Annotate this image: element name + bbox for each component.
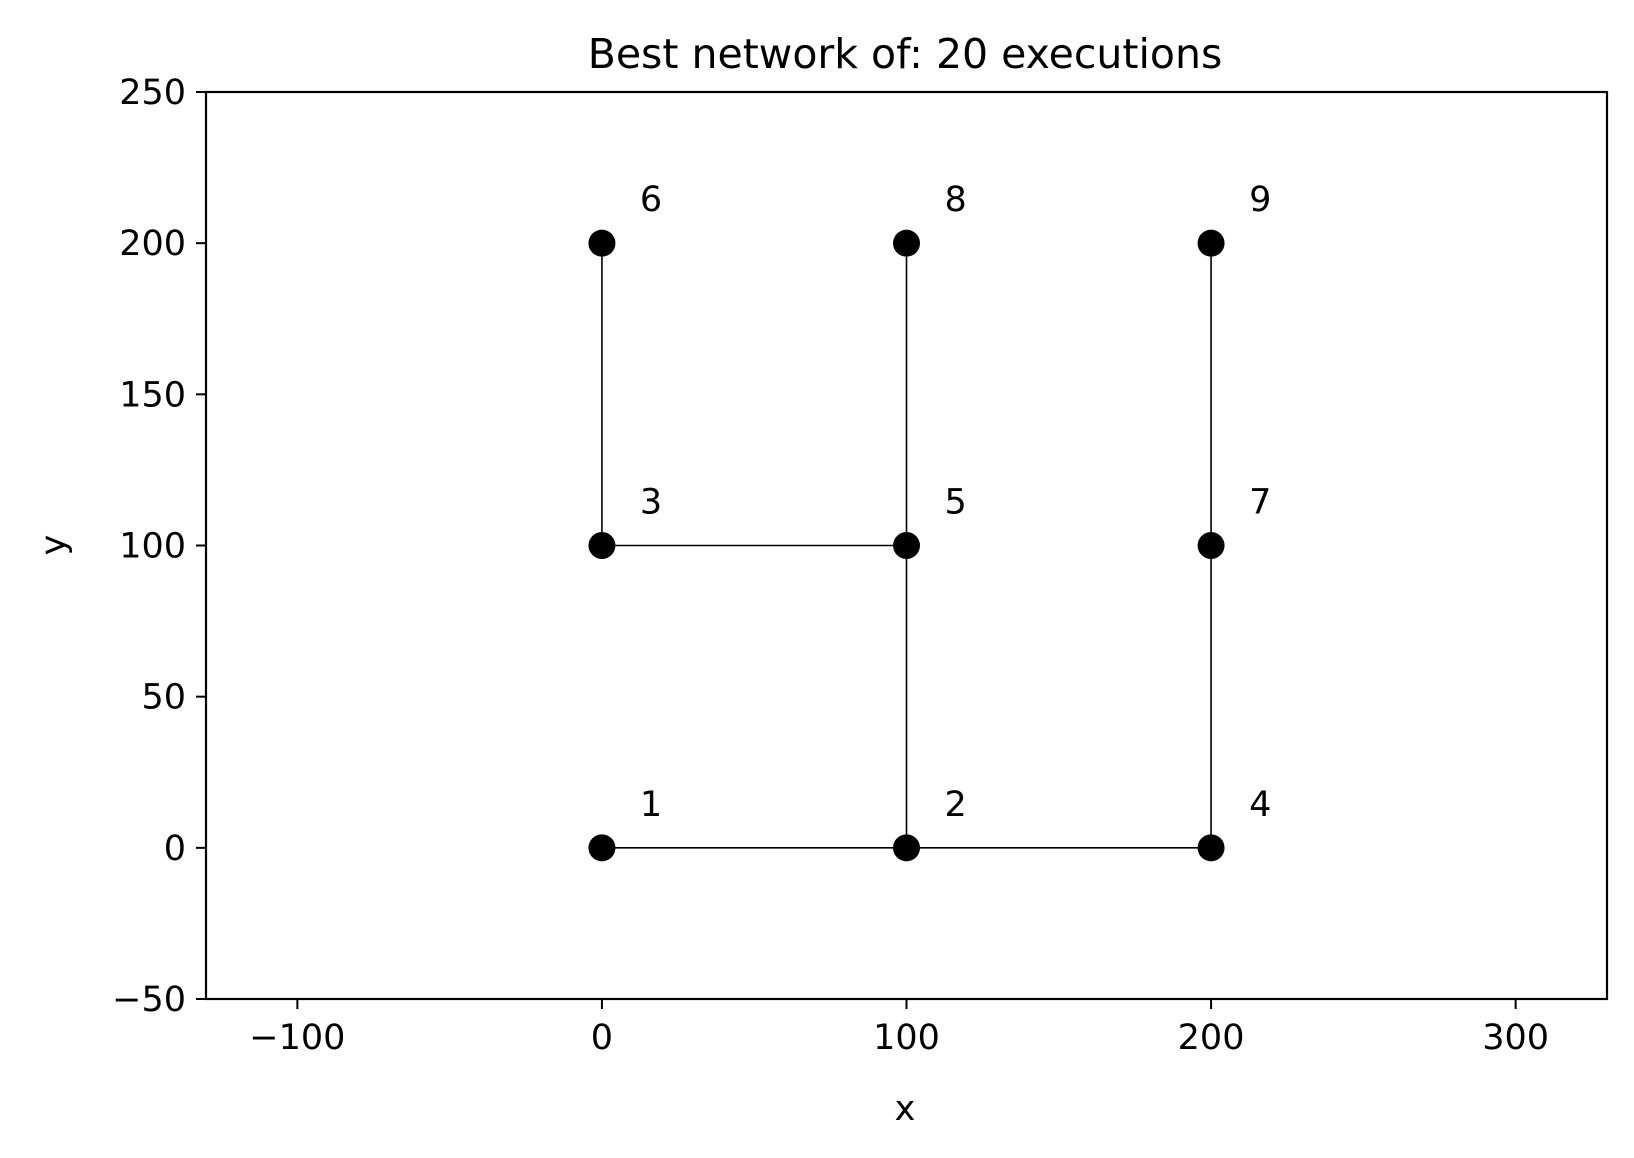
node-label-5: 5 — [945, 483, 967, 523]
edges-layer — [601, 243, 1212, 849]
node-label-3: 3 — [640, 483, 662, 523]
node-8 — [893, 229, 920, 257]
node-label-8: 8 — [945, 180, 967, 220]
y-tick-label-5: 200 — [119, 224, 186, 264]
y-tick-label-2: 50 — [141, 678, 186, 718]
x-tick-label-1: 0 — [591, 1018, 613, 1058]
node-9 — [1197, 229, 1225, 257]
node-5 — [893, 532, 920, 559]
y-tick-label-6: 250 — [119, 73, 186, 113]
chart-title: Best network of: 20 executions — [588, 30, 1223, 78]
node-7 — [1197, 532, 1225, 559]
node-label-1: 1 — [640, 785, 662, 825]
y-axis-label: y — [34, 535, 74, 556]
y-tick-label-1: 0 — [164, 829, 186, 869]
x-tick-label-0: −100 — [249, 1018, 345, 1058]
node-3 — [588, 532, 616, 559]
y-tick-label-4: 150 — [119, 375, 186, 415]
x-tick-label-4: 300 — [1482, 1018, 1549, 1058]
y-tick-label-0: −50 — [112, 980, 186, 1020]
node-1 — [588, 834, 616, 862]
y-axis: −50 0 50 100 150 200 250 — [112, 73, 206, 1020]
node-label-2: 2 — [945, 785, 967, 825]
x-axis: −100 0 100 200 300 — [249, 999, 1549, 1058]
x-axis-label: x — [895, 1089, 916, 1129]
node-label-4: 4 — [1249, 785, 1271, 825]
x-tick-label-3: 200 — [1178, 1018, 1245, 1058]
x-tick-label-2: 100 — [873, 1018, 940, 1058]
node-label-7: 7 — [1249, 483, 1271, 523]
nodes-layer — [588, 229, 1225, 862]
node-labels-layer: 1 2 3 4 5 6 7 8 9 — [640, 180, 1271, 825]
node-label-6: 6 — [640, 180, 662, 220]
node-label-9: 9 — [1249, 180, 1271, 220]
y-tick-label-3: 100 — [119, 527, 186, 567]
node-6 — [588, 229, 616, 257]
node-4 — [1197, 834, 1225, 862]
node-2 — [893, 834, 920, 862]
